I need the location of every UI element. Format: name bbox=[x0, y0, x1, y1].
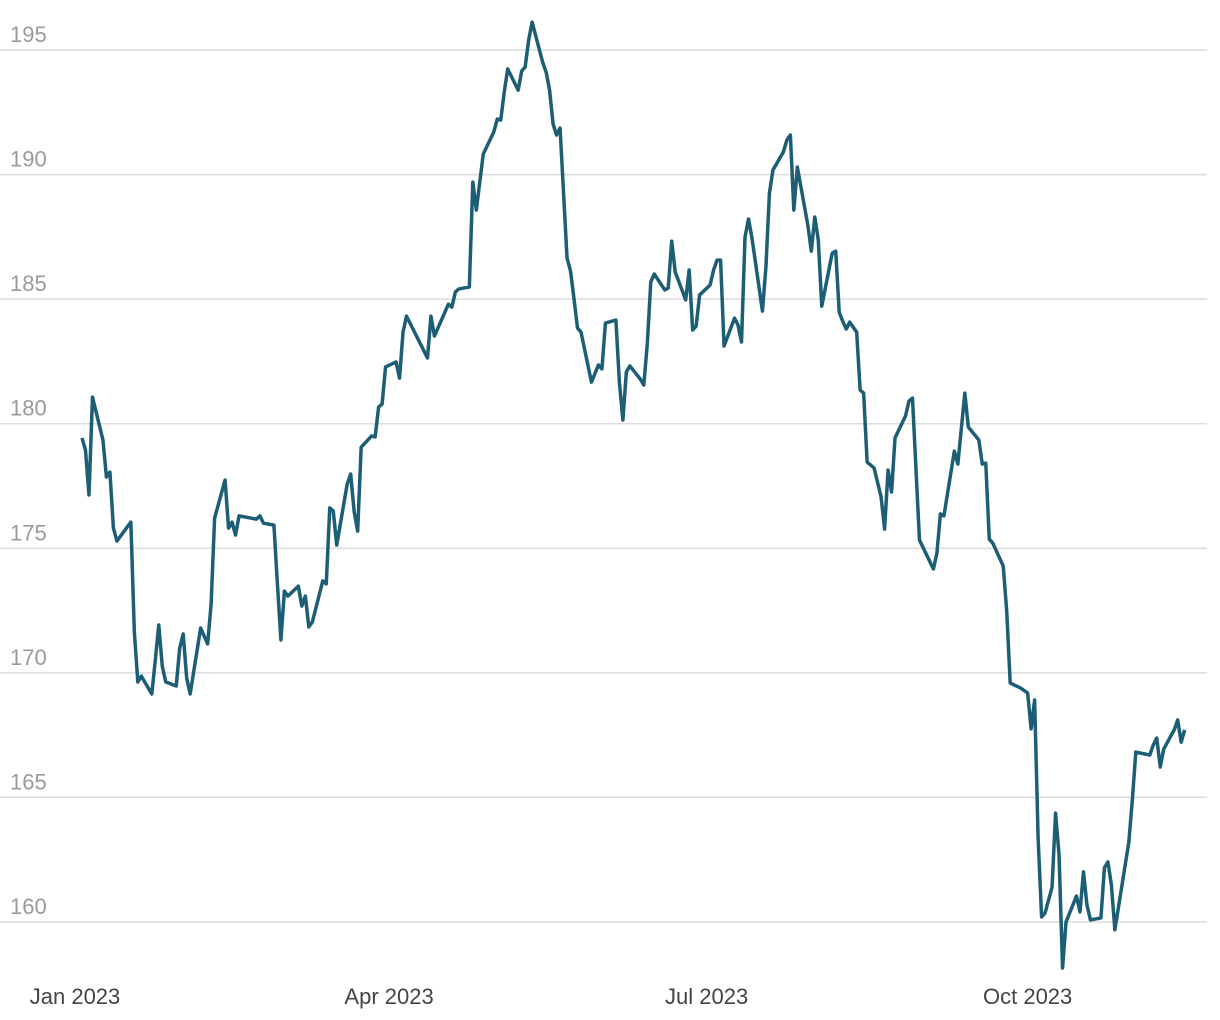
x-tick-label: Jul 2023 bbox=[665, 984, 748, 1009]
y-tick-label: 195 bbox=[10, 22, 47, 47]
y-tick-label: 185 bbox=[10, 271, 47, 296]
y-tick-label: 170 bbox=[10, 645, 47, 670]
y-tick-label: 180 bbox=[10, 396, 47, 421]
y-tick-label: 190 bbox=[10, 147, 47, 172]
x-tick-label: Apr 2023 bbox=[344, 984, 433, 1009]
x-tick-label: Oct 2023 bbox=[983, 984, 1072, 1009]
y-tick-label: 165 bbox=[10, 769, 47, 794]
y-tick-label: 175 bbox=[10, 520, 47, 545]
y-tick-label: 160 bbox=[10, 894, 47, 919]
line-series bbox=[80, 20, 1187, 970]
x-tick-label: Jan 2023 bbox=[30, 984, 121, 1009]
